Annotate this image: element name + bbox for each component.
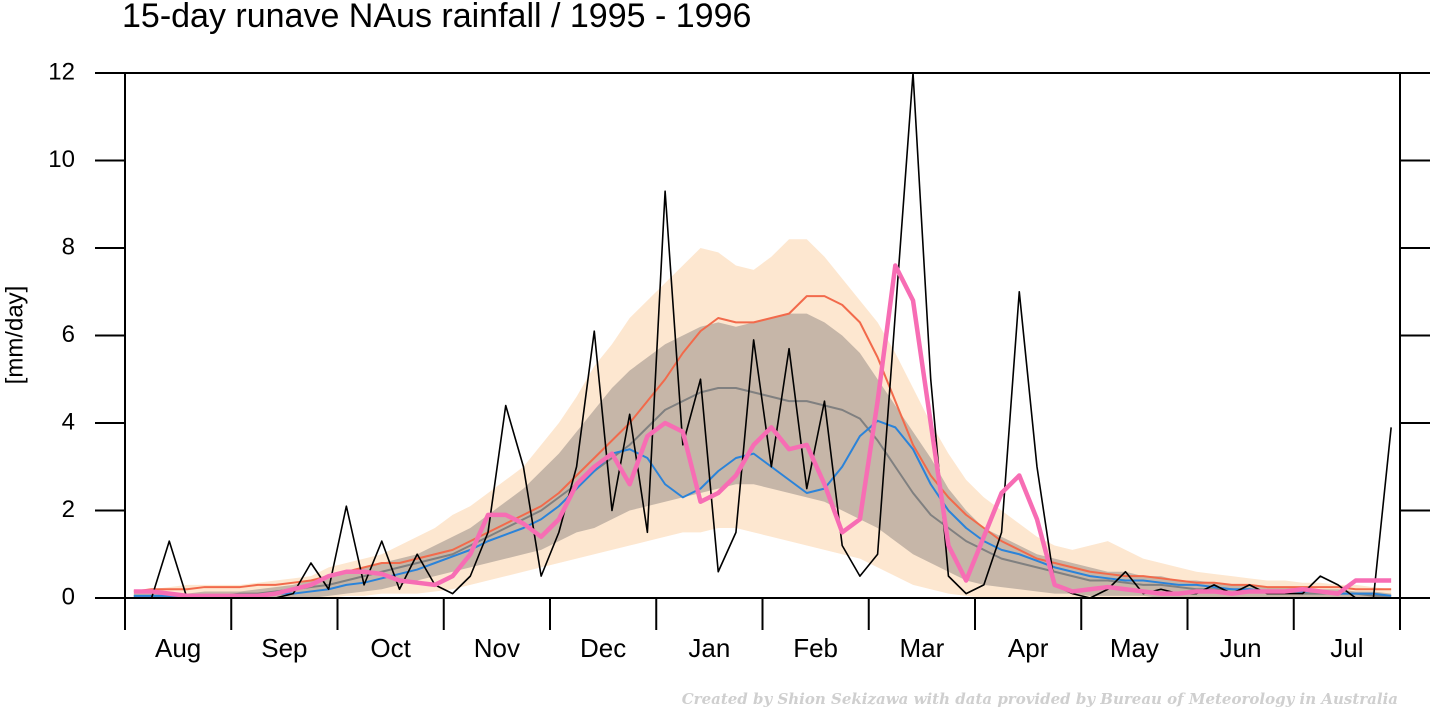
y-tick-label: 8 (62, 233, 75, 260)
x-tick-label: Jul (1330, 633, 1363, 663)
x-tick-label: Feb (793, 633, 838, 663)
x-tick-label: Sep (261, 633, 307, 663)
x-tick-label: May (1110, 633, 1159, 663)
x-tick-label: Jan (688, 633, 730, 663)
rainfall-line (133, 263, 1392, 599)
x-tick-label: Mar (899, 633, 944, 663)
x-tick-label: Nov (474, 633, 520, 663)
x-tick-label: Oct (370, 633, 411, 663)
x-tick-label: Dec (580, 633, 626, 663)
y-tick-label: 6 (62, 321, 75, 348)
y-tick-label: 12 (48, 58, 75, 85)
y-tick-label: 0 (62, 583, 75, 610)
range-band (133, 313, 1392, 598)
chart-title: 15-day runave NAus rainfall / 1995 - 199… (122, 0, 751, 35)
y-axis-label: [mm/day] (1, 286, 28, 385)
y-tick-label: 4 (62, 408, 75, 435)
credit-note: Created by Shion Sekizawa with data prov… (682, 690, 1398, 708)
y-tick-label: 2 (62, 496, 75, 523)
rainfall-line (133, 387, 1392, 597)
x-tick-label: Aug (155, 633, 201, 663)
rainfall-line (133, 419, 1392, 597)
x-tick-label: Jun (1220, 633, 1262, 663)
y-tick-label: 10 (48, 146, 75, 173)
x-tick-label: Apr (1008, 633, 1049, 663)
